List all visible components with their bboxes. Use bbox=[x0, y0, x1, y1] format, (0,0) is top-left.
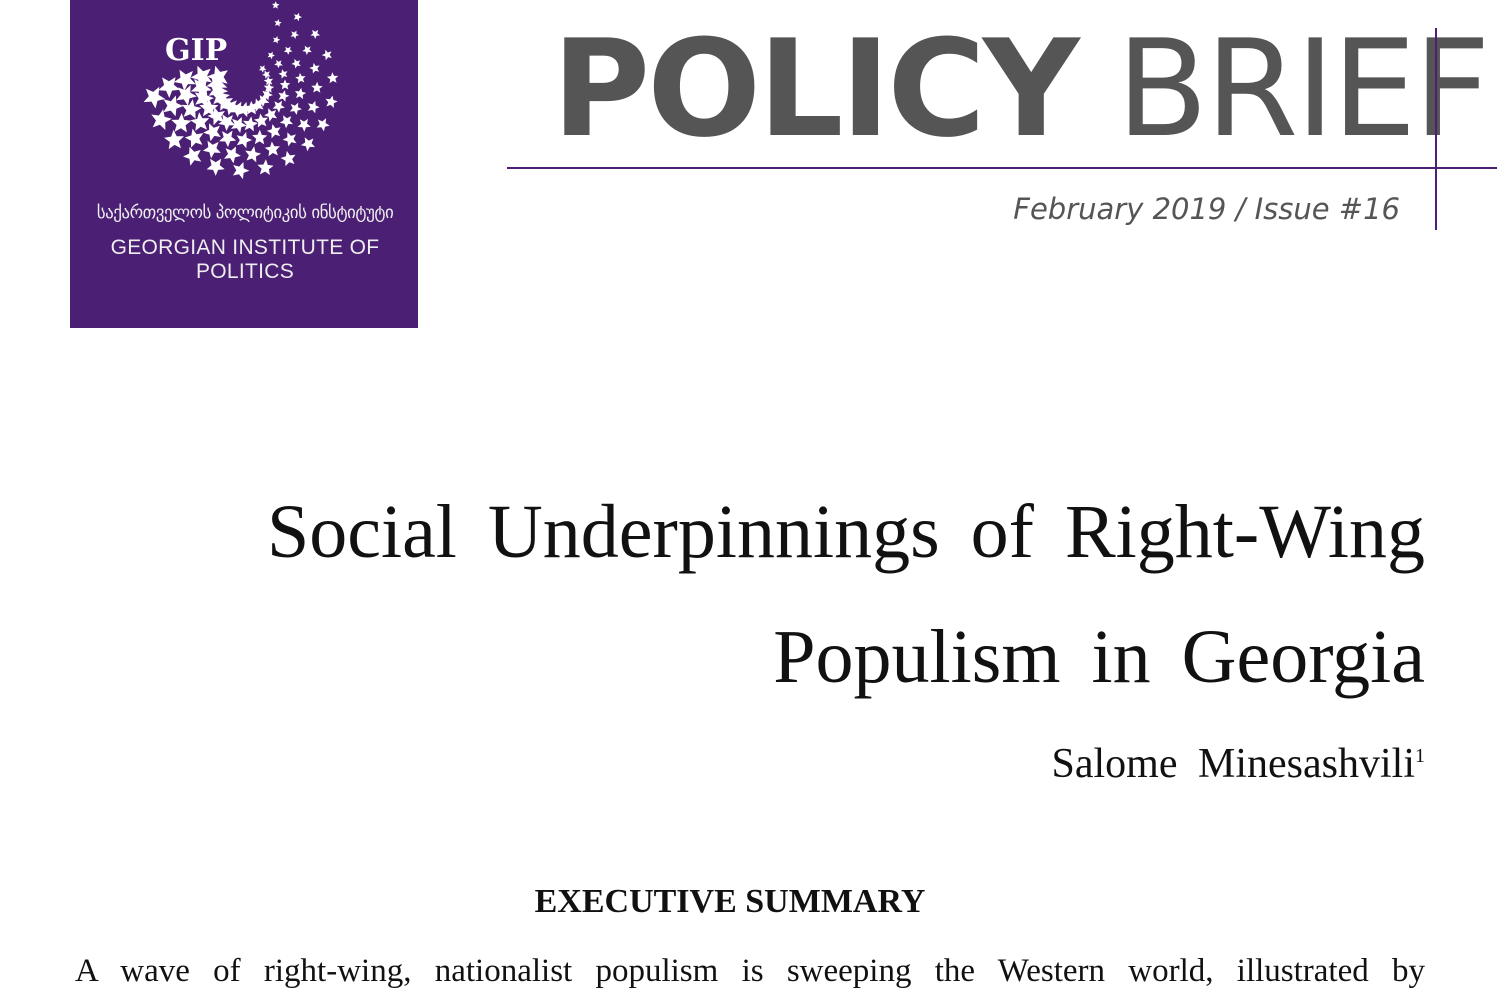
star-mark bbox=[174, 69, 196, 91]
title-line-2: Populism in Georgia bbox=[773, 615, 1425, 699]
star-mark bbox=[218, 114, 236, 131]
date-issue: February 2019 / Issue #16 bbox=[1013, 192, 1400, 226]
star-mark bbox=[282, 132, 297, 147]
star-mark bbox=[163, 95, 184, 117]
header-vertical-divider bbox=[1435, 28, 1437, 230]
footnote-mark: 1 bbox=[1415, 745, 1425, 767]
star-mark bbox=[311, 81, 323, 93]
star-mark bbox=[236, 132, 253, 149]
star-mark bbox=[206, 158, 225, 176]
star-mark bbox=[274, 19, 282, 27]
star-mark bbox=[274, 60, 283, 69]
star-mark bbox=[190, 78, 212, 99]
star-mark bbox=[308, 100, 320, 114]
policy-word: POLICY bbox=[552, 11, 1080, 167]
star-mark bbox=[143, 86, 166, 109]
star-mark bbox=[295, 72, 306, 84]
body-text: A wave of right-wing, nationalist populi… bbox=[75, 953, 1425, 989]
star-mark bbox=[280, 150, 296, 167]
star-mark bbox=[237, 101, 253, 118]
star-mark bbox=[263, 76, 274, 86]
star-mark bbox=[264, 108, 278, 122]
star-mark bbox=[203, 123, 221, 142]
star-mark bbox=[326, 72, 339, 84]
title-line-1: Social Underpinnings of Right-Wing bbox=[266, 490, 1425, 574]
logo-abbrev: GIP bbox=[165, 33, 228, 68]
star-mark bbox=[176, 85, 197, 106]
star-mark bbox=[253, 113, 268, 128]
star-mark bbox=[291, 58, 301, 69]
star-mark bbox=[183, 146, 202, 166]
star-mark bbox=[302, 45, 312, 55]
star-mark bbox=[293, 12, 302, 22]
star-mark bbox=[325, 95, 338, 108]
star-globe-icon bbox=[143, 1, 339, 180]
star-mark bbox=[252, 129, 268, 145]
star-mark bbox=[279, 79, 291, 90]
star-mark bbox=[261, 89, 273, 101]
star-mark bbox=[289, 102, 302, 115]
star-mark bbox=[316, 118, 330, 132]
header-divider bbox=[507, 167, 1497, 169]
star-mark bbox=[190, 65, 212, 88]
star-mark bbox=[190, 112, 210, 131]
star-mark bbox=[309, 62, 320, 74]
star-mark bbox=[164, 129, 184, 150]
star-mark bbox=[245, 146, 262, 163]
star-mark bbox=[250, 98, 264, 112]
document-title: Social Underpinnings of Right-Wing Popul… bbox=[125, 470, 1425, 720]
star-mark bbox=[244, 100, 259, 115]
star-mark bbox=[202, 140, 221, 159]
star-mark bbox=[219, 130, 237, 148]
star-mark bbox=[207, 65, 228, 88]
star-mark bbox=[258, 65, 267, 73]
policy-brief-heading: POLICY BRIEF bbox=[552, 22, 1491, 156]
star-mark bbox=[272, 100, 285, 113]
star-mark bbox=[278, 90, 290, 102]
star-mark bbox=[243, 116, 258, 132]
star-mark bbox=[184, 128, 204, 148]
star-mark bbox=[283, 46, 293, 55]
star-mark bbox=[273, 36, 281, 44]
star-mark bbox=[232, 162, 250, 180]
star-mark bbox=[151, 109, 172, 130]
star-mark bbox=[271, 1, 280, 9]
star-mark bbox=[310, 29, 320, 39]
star-mark bbox=[278, 69, 288, 79]
star-mark bbox=[297, 118, 311, 132]
star-mark bbox=[321, 49, 332, 61]
star-mark bbox=[207, 107, 225, 126]
star-mark bbox=[181, 99, 202, 119]
logo-georgian-name: საქართველოს პოლიტიკის ინსტიტუტი bbox=[96, 203, 394, 223]
star-mark bbox=[194, 88, 214, 109]
brief-word: BRIEF bbox=[1116, 11, 1490, 167]
star-mark bbox=[279, 115, 293, 129]
star-mark bbox=[231, 116, 247, 133]
star-mark bbox=[257, 159, 274, 175]
gip-logo: GIP საქართველოს პოლიტიკის ინსტიტუტი GEOR… bbox=[70, 0, 418, 328]
star-mark bbox=[224, 146, 241, 164]
star-mark bbox=[158, 77, 180, 98]
star-mark bbox=[263, 82, 275, 93]
logo-english-name: GEORGIAN INSTITUTE OF POLITICS bbox=[110, 236, 380, 283]
star-mark bbox=[300, 137, 315, 152]
star-mark bbox=[294, 87, 307, 100]
author: Salome Minesashvili1 bbox=[1052, 740, 1425, 788]
star-mark bbox=[264, 141, 280, 157]
star-mark bbox=[290, 30, 299, 39]
star-mark bbox=[266, 124, 281, 139]
star-mark bbox=[199, 98, 219, 117]
star-mark bbox=[171, 113, 192, 133]
author-name: Salome Minesashvili bbox=[1051, 741, 1415, 787]
star-mark bbox=[262, 70, 271, 79]
section-heading: EXECUTIVE SUMMARY bbox=[534, 883, 926, 920]
star-mark bbox=[267, 51, 275, 60]
star-mark bbox=[256, 95, 270, 107]
